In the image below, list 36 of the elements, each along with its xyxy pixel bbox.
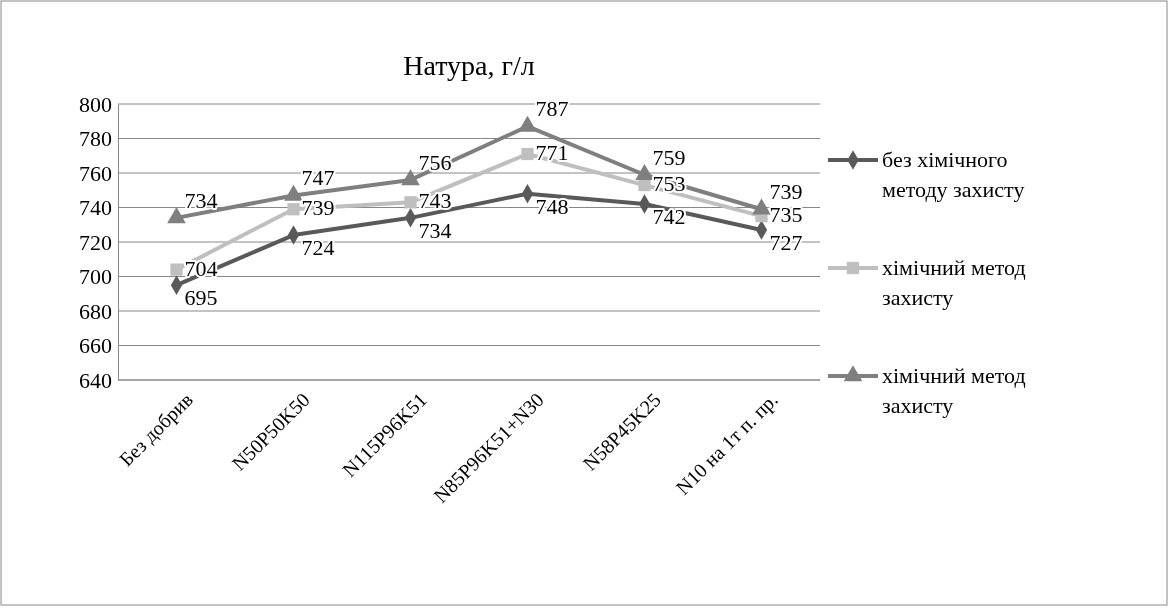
- data-label: 748: [535, 193, 569, 219]
- data-label: 734: [418, 217, 452, 243]
- y-tick-label: 780: [79, 126, 112, 152]
- point: [521, 147, 534, 161]
- legend-label: без хімічного методу захисту: [882, 147, 1025, 202]
- y-tick-label: 640: [79, 367, 112, 393]
- y-tick-label: 800: [79, 91, 112, 117]
- y-tick-label: 660: [79, 333, 112, 359]
- chart-title: Натура, г/л: [403, 50, 535, 81]
- data-label: 743: [418, 188, 452, 214]
- point: [287, 203, 300, 216]
- y-tick-label: 680: [79, 298, 112, 324]
- data-label: 739: [769, 179, 803, 205]
- y-tick-label: 740: [79, 195, 112, 221]
- data-label: 727: [769, 229, 803, 255]
- point: [404, 196, 417, 209]
- data-label: 734: [184, 187, 218, 213]
- data-label: 753: [652, 171, 686, 197]
- data-label: 739: [301, 195, 335, 221]
- y-tick-label: 700: [79, 264, 112, 290]
- legend-label: хімічний метод захисту: [882, 255, 1026, 310]
- data-label: 742: [652, 204, 686, 230]
- data-label: 759: [652, 144, 686, 170]
- data-label: 724: [301, 235, 335, 261]
- legend-label: хімічний метод захисту: [882, 363, 1026, 418]
- x-tick-label: N10 на 1т п. пр.: [671, 388, 783, 500]
- data-label: 695: [184, 285, 218, 311]
- data-label: 747: [301, 165, 335, 191]
- point: [170, 263, 183, 276]
- data-label: 787: [535, 96, 569, 122]
- y-tick-label: 720: [79, 229, 112, 255]
- point: [638, 178, 651, 192]
- data-label: 735: [769, 202, 803, 228]
- y-tick-label: 760: [79, 160, 112, 186]
- data-label: 771: [535, 140, 569, 166]
- data-label: 756: [418, 149, 452, 175]
